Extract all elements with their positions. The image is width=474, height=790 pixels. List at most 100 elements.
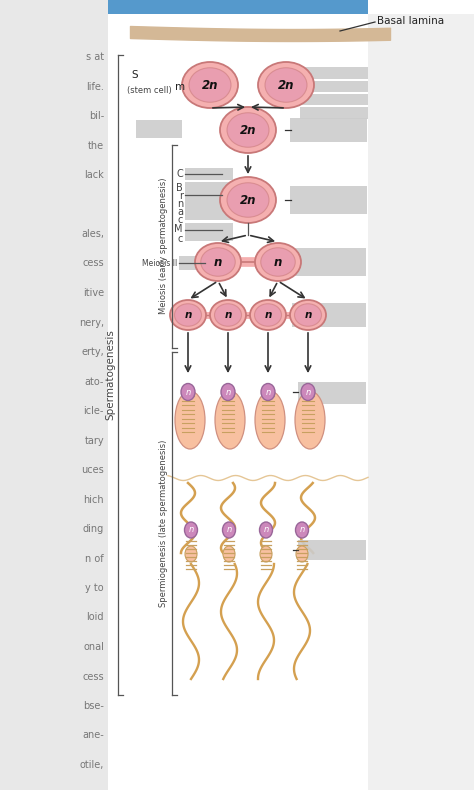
Ellipse shape xyxy=(295,391,325,449)
Text: n of: n of xyxy=(85,554,104,563)
Bar xyxy=(185,182,233,220)
Text: Spermatogenesis: Spermatogenesis xyxy=(105,329,115,420)
Text: bil-: bil- xyxy=(89,111,104,121)
Ellipse shape xyxy=(258,62,314,108)
Bar xyxy=(292,248,366,276)
Ellipse shape xyxy=(184,522,198,538)
Text: bse-: bse- xyxy=(83,701,104,711)
Ellipse shape xyxy=(220,107,276,153)
Ellipse shape xyxy=(250,300,286,330)
Ellipse shape xyxy=(255,391,285,449)
Bar xyxy=(290,118,367,142)
Text: n: n xyxy=(224,310,232,320)
Bar xyxy=(298,540,366,560)
Ellipse shape xyxy=(227,113,269,147)
Text: n: n xyxy=(265,388,271,397)
Ellipse shape xyxy=(260,546,272,562)
Ellipse shape xyxy=(223,546,235,562)
Text: Spermiogenesis (late spermatogenesis): Spermiogenesis (late spermatogenesis) xyxy=(159,439,168,607)
Text: a: a xyxy=(177,207,183,217)
Text: Meiosis II: Meiosis II xyxy=(142,258,177,268)
Text: Basal lamina: Basal lamina xyxy=(377,16,444,26)
Bar xyxy=(185,168,233,180)
Bar xyxy=(292,303,366,327)
Text: n: n xyxy=(214,255,222,269)
Ellipse shape xyxy=(170,300,206,330)
Text: loid: loid xyxy=(86,612,104,623)
Text: c: c xyxy=(178,215,183,225)
Text: C: C xyxy=(176,169,183,179)
Text: uces: uces xyxy=(81,465,104,475)
Ellipse shape xyxy=(215,303,241,326)
Ellipse shape xyxy=(182,62,238,108)
Ellipse shape xyxy=(221,383,235,401)
Text: tary: tary xyxy=(84,435,104,446)
Text: n: n xyxy=(227,525,232,535)
Text: m: m xyxy=(175,82,185,92)
Ellipse shape xyxy=(301,383,315,401)
Text: 2n: 2n xyxy=(202,78,218,92)
Text: y to: y to xyxy=(85,583,104,593)
Ellipse shape xyxy=(181,383,195,401)
Ellipse shape xyxy=(261,248,295,276)
Text: nery,: nery, xyxy=(79,318,104,328)
Text: 2n: 2n xyxy=(240,123,256,137)
Text: 2n: 2n xyxy=(240,194,256,206)
Bar xyxy=(300,81,368,92)
Ellipse shape xyxy=(201,248,235,276)
Text: M: M xyxy=(174,224,183,234)
Text: S: S xyxy=(131,70,137,80)
Ellipse shape xyxy=(210,300,246,330)
Text: n: n xyxy=(185,388,191,397)
Text: n: n xyxy=(184,310,191,320)
Text: hich: hich xyxy=(83,495,104,505)
Ellipse shape xyxy=(175,391,205,449)
Bar xyxy=(108,0,368,14)
Ellipse shape xyxy=(215,391,245,449)
Text: erty,: erty, xyxy=(81,347,104,357)
Bar xyxy=(290,186,367,214)
Text: n: n xyxy=(264,310,272,320)
Ellipse shape xyxy=(255,303,282,326)
Bar xyxy=(0,0,108,790)
Bar xyxy=(368,14,474,790)
Text: the: the xyxy=(88,141,104,151)
Text: itive: itive xyxy=(83,288,104,298)
Text: n: n xyxy=(264,525,269,535)
Text: ato-: ato- xyxy=(85,377,104,386)
Text: icle-: icle- xyxy=(83,406,104,416)
Bar xyxy=(300,67,368,79)
Text: ane-: ane- xyxy=(82,731,104,740)
Ellipse shape xyxy=(220,177,276,223)
Text: B: B xyxy=(176,183,183,193)
Text: ales,: ales, xyxy=(81,229,104,239)
Text: lack: lack xyxy=(84,170,104,180)
Text: ding: ding xyxy=(83,524,104,534)
Text: n: n xyxy=(274,255,282,269)
Text: 2n: 2n xyxy=(278,78,294,92)
Text: s at: s at xyxy=(86,52,104,62)
Text: n: n xyxy=(177,199,183,209)
Ellipse shape xyxy=(195,243,241,281)
Bar xyxy=(179,256,219,270)
Ellipse shape xyxy=(265,68,307,102)
Text: cess: cess xyxy=(82,672,104,682)
Text: n: n xyxy=(188,525,193,535)
Text: Meiosis (early spermatogenesis): Meiosis (early spermatogenesis) xyxy=(159,178,168,314)
Bar xyxy=(300,94,368,105)
Ellipse shape xyxy=(294,303,321,326)
Text: life.: life. xyxy=(86,81,104,92)
Bar xyxy=(136,120,182,138)
Ellipse shape xyxy=(255,243,301,281)
Bar xyxy=(298,382,366,404)
Ellipse shape xyxy=(290,300,326,330)
Ellipse shape xyxy=(227,182,269,217)
Text: n: n xyxy=(300,525,305,535)
Ellipse shape xyxy=(185,546,197,562)
Ellipse shape xyxy=(222,522,236,538)
Text: otile,: otile, xyxy=(80,760,104,770)
Ellipse shape xyxy=(296,546,308,562)
Text: n: n xyxy=(225,388,231,397)
Text: n: n xyxy=(305,388,310,397)
Text: c: c xyxy=(178,234,183,244)
